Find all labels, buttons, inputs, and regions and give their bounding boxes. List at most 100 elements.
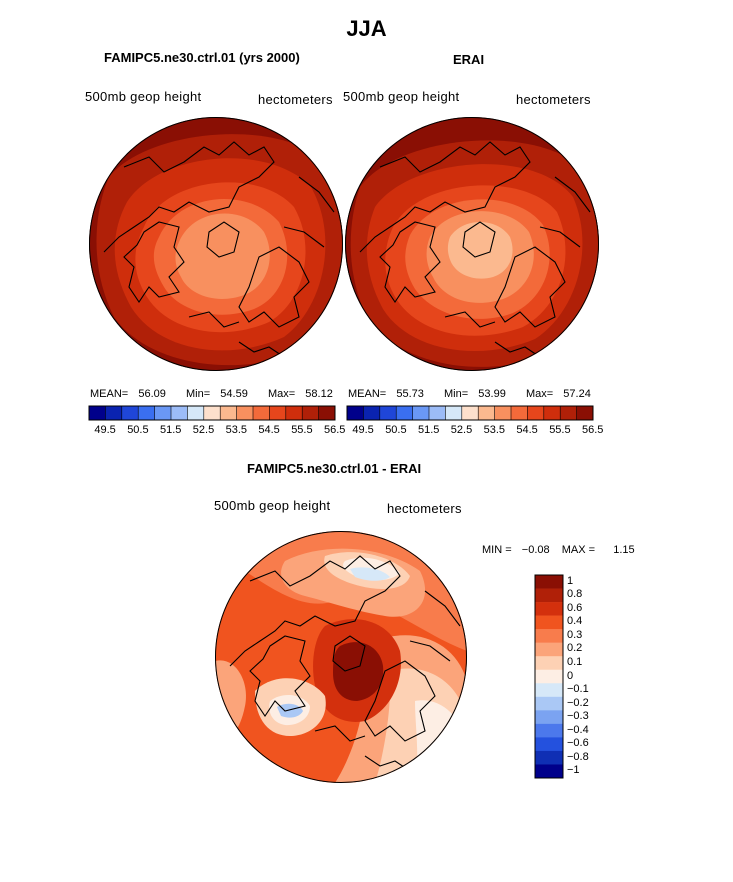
colorbar-swatch: [396, 406, 413, 420]
mean-label: MEAN=: [348, 388, 387, 400]
panel-2-stats: MEAN= 55.73 Min= 53.99 Max= 57.24: [348, 388, 591, 400]
diff-max-value: 1.15: [613, 544, 635, 556]
colorbar-swatch: [203, 406, 221, 420]
diff-min-label: MIN =: [482, 544, 512, 556]
colorbar-swatch: [445, 406, 463, 420]
colorbar-swatch: [535, 710, 563, 725]
colorbar-level-label: −0.8: [567, 750, 589, 763]
colorbar-tick-label: 50.5: [127, 424, 149, 436]
colorbar-level-label: 0.4: [567, 615, 583, 628]
colorbar-level-label: 0: [567, 669, 574, 682]
colorbar-tick-label: 53.5: [483, 424, 506, 436]
colorbar-swatch: [543, 406, 561, 420]
colorbar-swatch: [412, 406, 430, 420]
colorbar-tick-label: 56.5: [324, 424, 346, 436]
min-value: 53.99: [478, 388, 506, 400]
panel-2-title: ERAI: [453, 52, 485, 67]
colorbar-tick-label: 55.5: [291, 424, 313, 436]
colorbar-tick-label: 52.5: [192, 424, 215, 436]
colorbar-swatch: [535, 629, 563, 643]
colorbar-tick-label: 49.5: [94, 424, 116, 436]
colorbar-tick-label: 55.5: [549, 424, 571, 436]
colorbar-swatch: [535, 656, 563, 671]
mean-value: 55.73: [396, 388, 424, 400]
colorbar-level-label: 0.6: [567, 601, 583, 614]
colorbar-swatch: [535, 575, 563, 589]
colorbar-level-label: −0.1: [567, 683, 589, 695]
colorbar-swatch: [154, 406, 172, 420]
panel-1-stats: MEAN= 56.09 Min= 54.59 Max= 58.12: [90, 388, 333, 400]
colorbar-level-label: 0.8: [567, 588, 583, 601]
diff-minmax: MIN = −0.08 MAX = 1.15: [482, 544, 635, 556]
colorbar-tick-label: 54.5: [516, 424, 538, 436]
min-label: Min=: [444, 388, 469, 400]
colorbar-difference-labels: 1 0.8 0.6 0.4 0.3 0.2 0.1 0 −0.1 −0.2 −0.3 −0.4 −0.6…: [567, 575, 627, 778]
colorbar-tick-label: 51.5: [160, 424, 182, 436]
colorbar-level-label: −0.6: [567, 737, 589, 750]
colorbar-level-label: 0.3: [567, 628, 583, 641]
colorbar-swatch: [535, 642, 563, 657]
colorbar-level-label: −0.4: [567, 723, 589, 736]
colorbar-swatch: [379, 406, 397, 420]
colorbar-swatch: [535, 750, 563, 765]
max-value: 57.24: [563, 388, 591, 400]
colorbar-swatch: [478, 406, 495, 420]
colorbar-swatch: [285, 406, 303, 420]
colorbar-swatch: [527, 406, 545, 420]
panel-1-units: hectometers: [258, 92, 333, 107]
colorbar-swatch: [535, 669, 563, 684]
panel-1-variable: 500mb geop height: [85, 89, 202, 104]
colorbar-tick-label: 52.5: [450, 424, 473, 436]
min-value: 54.59: [220, 388, 248, 400]
colorbar-swatch: [429, 406, 446, 420]
colorbar-swatch: [171, 406, 188, 420]
colorbar-difference: [534, 574, 564, 779]
colorbar-swatch: [318, 406, 336, 420]
colorbar-swatch: [236, 406, 254, 420]
colorbar-swatch: [105, 406, 123, 420]
colorbar-swatch: [535, 683, 563, 698]
colorbar-swatch: [121, 406, 139, 420]
colorbar-swatch: [253, 406, 270, 420]
colorbar-level-label: −0.3: [567, 710, 589, 723]
colorbar-swatch: [535, 764, 563, 779]
colorbar-tick-label: 50.5: [385, 424, 407, 436]
panel-2-units: hectometers: [516, 92, 591, 107]
mean-value: 56.09: [138, 388, 166, 400]
diff-variable: 500mb geop height: [214, 498, 331, 513]
panel-1-title: FAMIPC5.ne30.ctrl.01 (yrs 2000): [104, 50, 300, 65]
colorbar-erai-ticks: 49.5 50.5 51.5 52.5 53.5 54.5 55.5 56.5: [347, 424, 603, 438]
colorbar-swatch: [535, 602, 563, 616]
colorbar-level-label: 0.2: [567, 642, 583, 655]
colorbar-model: [88, 405, 336, 421]
colorbar-swatch: [220, 406, 237, 420]
colorbar-swatch: [138, 406, 155, 420]
colorbar-tick-label: 56.5: [582, 424, 604, 436]
colorbar-swatch: [187, 406, 205, 420]
colorbar-swatch: [535, 588, 563, 603]
colorbar-swatch: [461, 406, 479, 420]
colorbar-tick-label: 54.5: [258, 424, 280, 436]
colorbar-swatch: [494, 406, 512, 420]
map-erai: [345, 117, 599, 371]
colorbar-swatch: [269, 406, 287, 420]
colorbar-swatch: [535, 615, 563, 630]
colorbar-tick-label: 49.5: [352, 424, 374, 436]
colorbar-level-label: 0.1: [567, 656, 583, 668]
colorbar-model-ticks: 49.5 50.5 51.5 52.5 53.5 54.5 55.5 56.5: [89, 424, 345, 438]
colorbar-tick-label: 53.5: [225, 424, 248, 436]
colorbar-swatch: [347, 406, 364, 420]
max-label: Max=: [267, 388, 296, 400]
panel-2-variable: 500mb geop height: [343, 89, 460, 104]
colorbar-swatch: [560, 406, 577, 420]
max-value: 58.12: [305, 388, 333, 400]
colorbar-swatch: [576, 406, 594, 420]
colorbar-swatch: [535, 737, 563, 752]
colorbar-swatch: [511, 406, 528, 420]
diff-min-value: −0.08: [521, 544, 550, 556]
diff-units: hectometers: [387, 501, 462, 516]
colorbar-level-label: 1: [567, 574, 574, 587]
figure-title: JJA: [346, 16, 387, 41]
colorbar-level-label: −0.2: [567, 696, 589, 709]
min-label: Min=: [186, 388, 211, 400]
